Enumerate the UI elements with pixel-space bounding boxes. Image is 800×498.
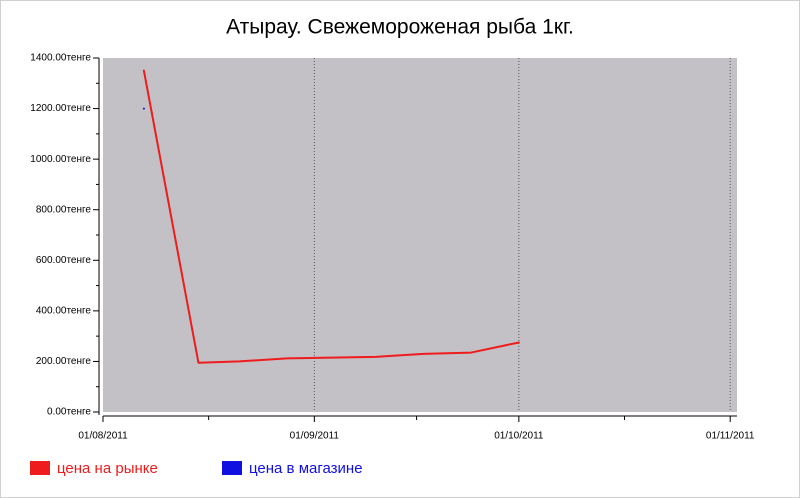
legend-label: цена на рынке (57, 460, 158, 477)
x-tick-label: 01/09/2011 (290, 431, 340, 442)
y-tick-label: 600.00тенге (36, 255, 92, 266)
plot-area (103, 58, 737, 412)
legend-label: цена в магазине (249, 460, 363, 477)
y-tick-label: 1400.00тенге (30, 53, 91, 64)
y-tick-label: 800.00тенге (36, 204, 92, 215)
y-tick-label: 1200.00тенге (30, 103, 91, 114)
y-tick-label: 1000.00тенге (30, 154, 91, 165)
y-tick-label: 200.00тенге (36, 356, 92, 367)
y-tick-label: 0.00тенге (47, 407, 91, 418)
series-line (142, 69, 520, 364)
legend-swatch (30, 461, 50, 475)
chart-title: Атырау. Свежемороженая рыба 1кг. (226, 16, 574, 39)
y-tick-label: 400.00тенге (36, 305, 92, 316)
x-tick-label: 01/11/2011 (706, 431, 755, 442)
x-tick-label: 01/08/2011 (78, 431, 128, 442)
legend-swatch (222, 461, 242, 475)
x-tick-label: 01/10/2011 (494, 431, 544, 442)
